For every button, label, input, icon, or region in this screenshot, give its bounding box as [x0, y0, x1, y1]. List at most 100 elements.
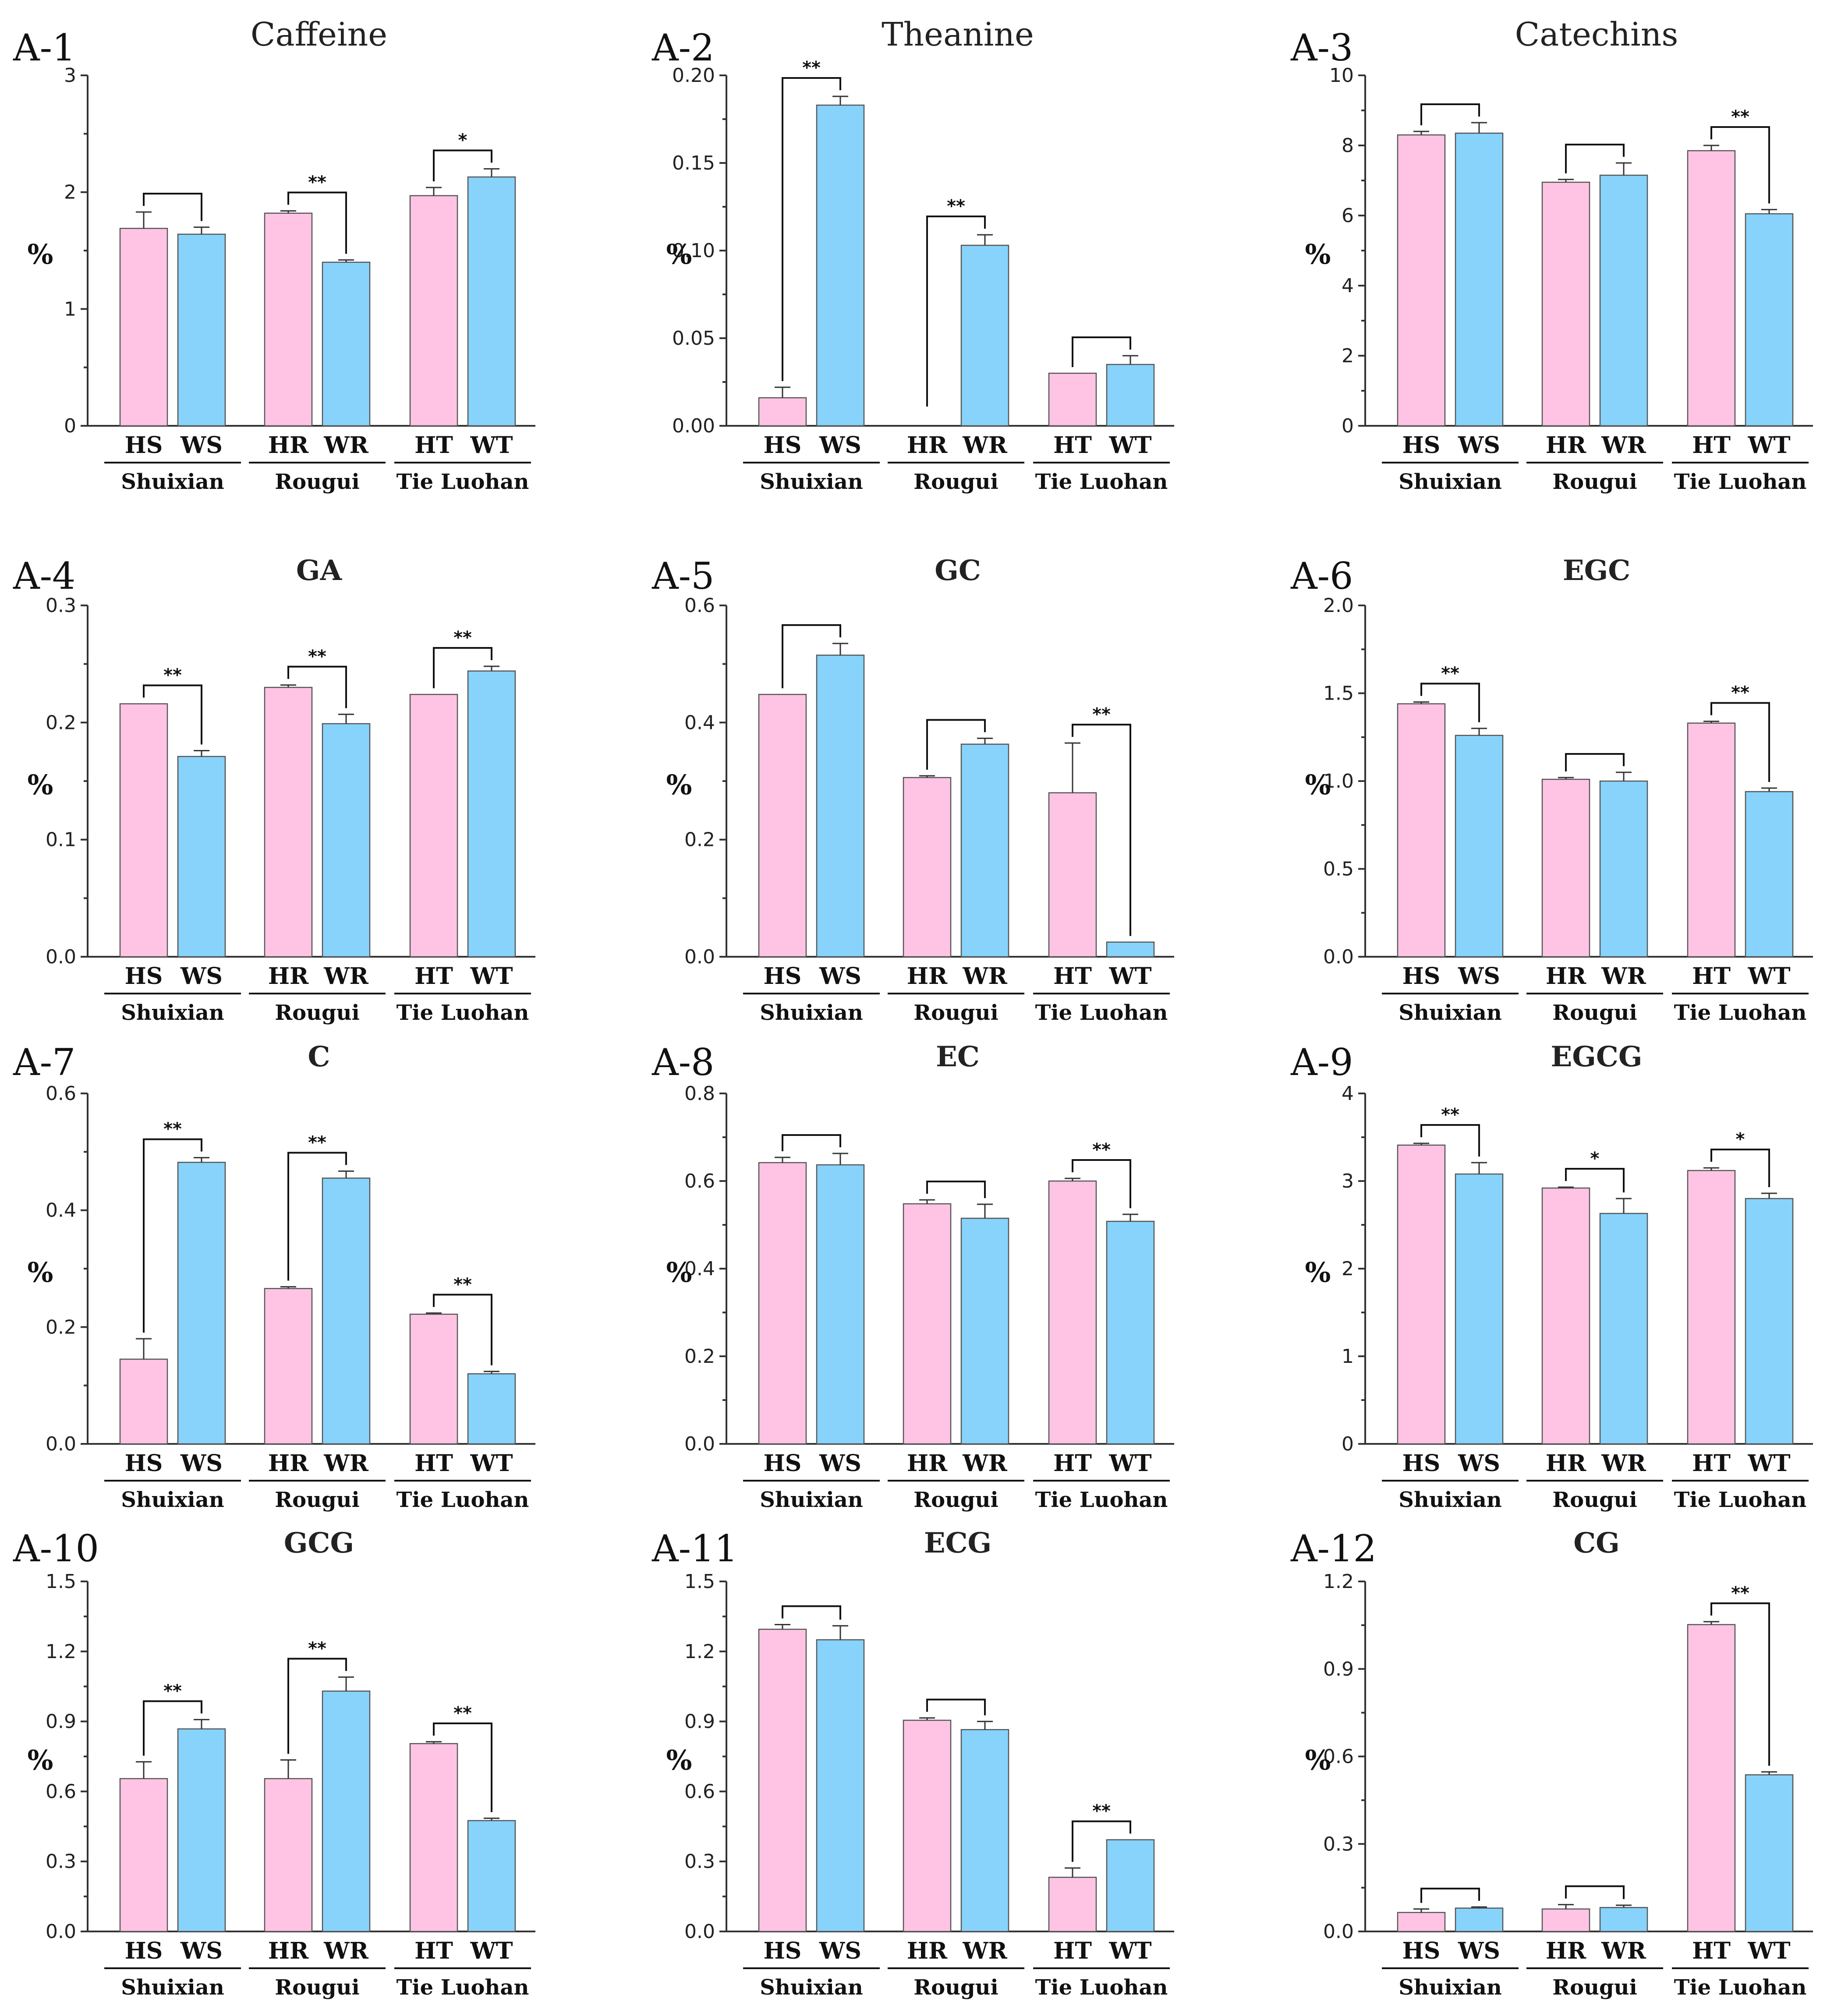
significance-bracket — [1565, 144, 1625, 173]
y-tick-label: 0.6 — [684, 1170, 715, 1192]
significance-bracket — [1420, 103, 1480, 125]
y-tick-label: 0.3 — [46, 594, 76, 617]
group-label: Shuixian — [121, 470, 224, 494]
y-tick-label: 0.8 — [684, 1082, 715, 1105]
bar-ws — [816, 104, 865, 427]
category-label: WS — [1458, 1938, 1500, 1964]
bar-wr — [1599, 1213, 1648, 1445]
category-label: WR — [962, 432, 1007, 459]
y-axis-label: % — [28, 769, 53, 801]
bar-ws — [1455, 1907, 1504, 1932]
y-tick-label: 0.4 — [46, 1199, 76, 1222]
panel-label: A-7 — [13, 1041, 76, 1084]
category-label: WS — [180, 1450, 223, 1477]
significance-marker: ** — [163, 1681, 182, 1701]
significance-marker: ** — [1441, 664, 1459, 684]
significance-bracket — [1072, 1159, 1131, 1208]
y-tick-label: 0.05 — [672, 327, 715, 350]
category-label: WS — [1458, 963, 1500, 990]
category-label: WT — [1108, 1450, 1151, 1477]
y-axis-label: % — [666, 769, 692, 801]
bar-wt — [467, 1373, 516, 1445]
panel-label: A-5 — [651, 555, 715, 598]
category-label: HT — [414, 432, 453, 459]
y-tick-label: 3 — [1342, 1170, 1354, 1192]
significance-bracket — [1710, 126, 1770, 204]
y-axis-label: % — [28, 1256, 53, 1288]
bar-hr — [1541, 181, 1590, 427]
significance-marker: ** — [308, 647, 326, 667]
y-tick-label: 0.2 — [46, 711, 76, 734]
y-tick-label: 1.2 — [46, 1641, 76, 1663]
significance-bracket — [1072, 1820, 1131, 1862]
group-label: Tie Luohan — [397, 470, 529, 494]
panel-label: A-10 — [13, 1527, 99, 1570]
significance-marker: ** — [453, 628, 472, 648]
category-label: HT — [1053, 1938, 1092, 1964]
category-label: WT — [470, 1938, 513, 1964]
significance-bracket — [926, 216, 986, 407]
significance-marker: ** — [1731, 683, 1749, 703]
category-label: HT — [1053, 432, 1092, 459]
y-tick-label: 0.4 — [684, 1258, 715, 1280]
significance-bracket — [287, 1152, 347, 1281]
category-label: HT — [1692, 1450, 1731, 1477]
bar-hs — [758, 1162, 807, 1445]
category-label: HR — [268, 1938, 309, 1964]
y-tick-label: 0.1 — [46, 829, 76, 851]
bar-hr — [264, 212, 313, 427]
panel-label: A-11 — [651, 1527, 738, 1570]
category-label: HS — [1402, 963, 1441, 990]
group-label: Tie Luohan — [1035, 470, 1168, 494]
bar-wt — [1745, 1198, 1794, 1445]
bar-wt — [1745, 213, 1794, 427]
bar-wt — [1106, 364, 1155, 427]
significance-bracket — [926, 1698, 986, 1715]
y-tick-label: 0.0 — [1323, 946, 1354, 968]
significance-bracket — [1710, 702, 1770, 782]
bar-wr — [1599, 174, 1648, 427]
category-label: WR — [1601, 1450, 1646, 1477]
category-label: WS — [819, 1450, 861, 1477]
category-label: WR — [323, 1450, 368, 1477]
panel-a-5: A-5 GC 0.0 0.2 0.4 0.6% HS WS HR WR HT WT Shuixian Ro… — [651, 554, 1174, 1025]
panel-title: EC — [936, 1040, 980, 1073]
category-label: WS — [180, 1938, 223, 1964]
significance-marker: ** — [308, 1132, 326, 1153]
category-label: HT — [414, 963, 453, 990]
bar-ht — [409, 195, 458, 427]
significance-marker: ** — [1731, 107, 1749, 127]
bar-hr — [264, 686, 313, 958]
y-tick-label: 0.9 — [46, 1711, 76, 1733]
group-label: Tie Luohan — [397, 1488, 529, 1512]
y-tick-label: 0.6 — [1323, 1746, 1354, 1768]
y-tick-label: 0.0 — [1323, 1921, 1354, 1943]
panel-title: CG — [1573, 1527, 1620, 1560]
category-label: WS — [1458, 1450, 1500, 1477]
significance-marker: ** — [453, 1703, 472, 1723]
bar-hr — [1541, 1187, 1590, 1445]
y-axis-label: % — [666, 238, 692, 270]
significance-bracket — [1420, 683, 1480, 722]
bar-ws — [1455, 1173, 1504, 1445]
panel-label: A-2 — [651, 26, 715, 69]
category-label: HS — [1402, 1450, 1441, 1477]
group-label: Shuixian — [1399, 1001, 1502, 1025]
significance-bracket — [143, 1138, 202, 1333]
panel-title: Caffeine — [251, 16, 387, 53]
category-label: HR — [268, 963, 309, 990]
bar-hs — [1397, 703, 1446, 958]
category-label: HR — [907, 1938, 948, 1964]
group-label: Tie Luohan — [397, 1975, 529, 2000]
y-tick-label: 8 — [1342, 134, 1354, 157]
y-tick-label: 0.3 — [684, 1850, 715, 1873]
y-tick-label: 1.5 — [46, 1570, 76, 1593]
panel-title: GC — [935, 554, 981, 587]
y-tick-label: 1 — [64, 298, 76, 320]
panel-title: ECG — [924, 1527, 991, 1560]
significance-bracket — [143, 1700, 202, 1756]
bar-ws — [816, 1164, 865, 1445]
bar-wr — [960, 1729, 1009, 1932]
significance-bracket — [1710, 1602, 1770, 1766]
significance-marker: ** — [1092, 704, 1111, 725]
